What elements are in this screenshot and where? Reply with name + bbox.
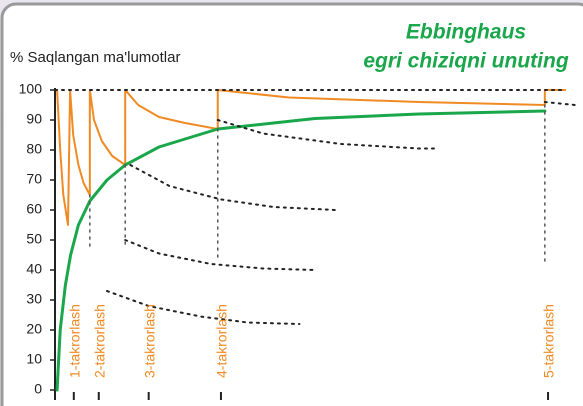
annotation: 4-takrorlash bbox=[214, 304, 230, 378]
annotation: 3-takrorlash bbox=[141, 304, 157, 378]
y-tick-label: 90 bbox=[26, 111, 42, 127]
annotation: 1-takrorlash bbox=[67, 304, 83, 378]
y-tick-label: 30 bbox=[26, 291, 42, 307]
annotation: 2-takrorlash bbox=[91, 304, 107, 378]
y-tick-label: 60 bbox=[26, 201, 42, 217]
chart-title: egri chiziqni unuting bbox=[363, 50, 568, 73]
chart-title: Ebbinghaus bbox=[406, 21, 526, 44]
y-axis-label: % Saqlangan ma'lumotlar bbox=[10, 49, 180, 66]
y-tick-label: 50 bbox=[26, 231, 42, 247]
line-series bbox=[55, 109, 547, 392]
annotation: 5-takrorlash bbox=[541, 304, 557, 378]
y-tick-label: 20 bbox=[26, 321, 42, 337]
y-tick-label: 80 bbox=[26, 141, 42, 157]
y-tick-label: 10 bbox=[26, 351, 42, 367]
y-tick-label: 70 bbox=[26, 171, 42, 187]
line-series bbox=[106, 290, 301, 325]
line-series bbox=[129, 164, 337, 211]
y-tick-label: 100 bbox=[19, 81, 43, 97]
line-series bbox=[216, 119, 436, 150]
line-series bbox=[543, 101, 576, 106]
y-tick-label: 40 bbox=[26, 261, 42, 277]
y-tick-label: 0 bbox=[34, 381, 42, 397]
